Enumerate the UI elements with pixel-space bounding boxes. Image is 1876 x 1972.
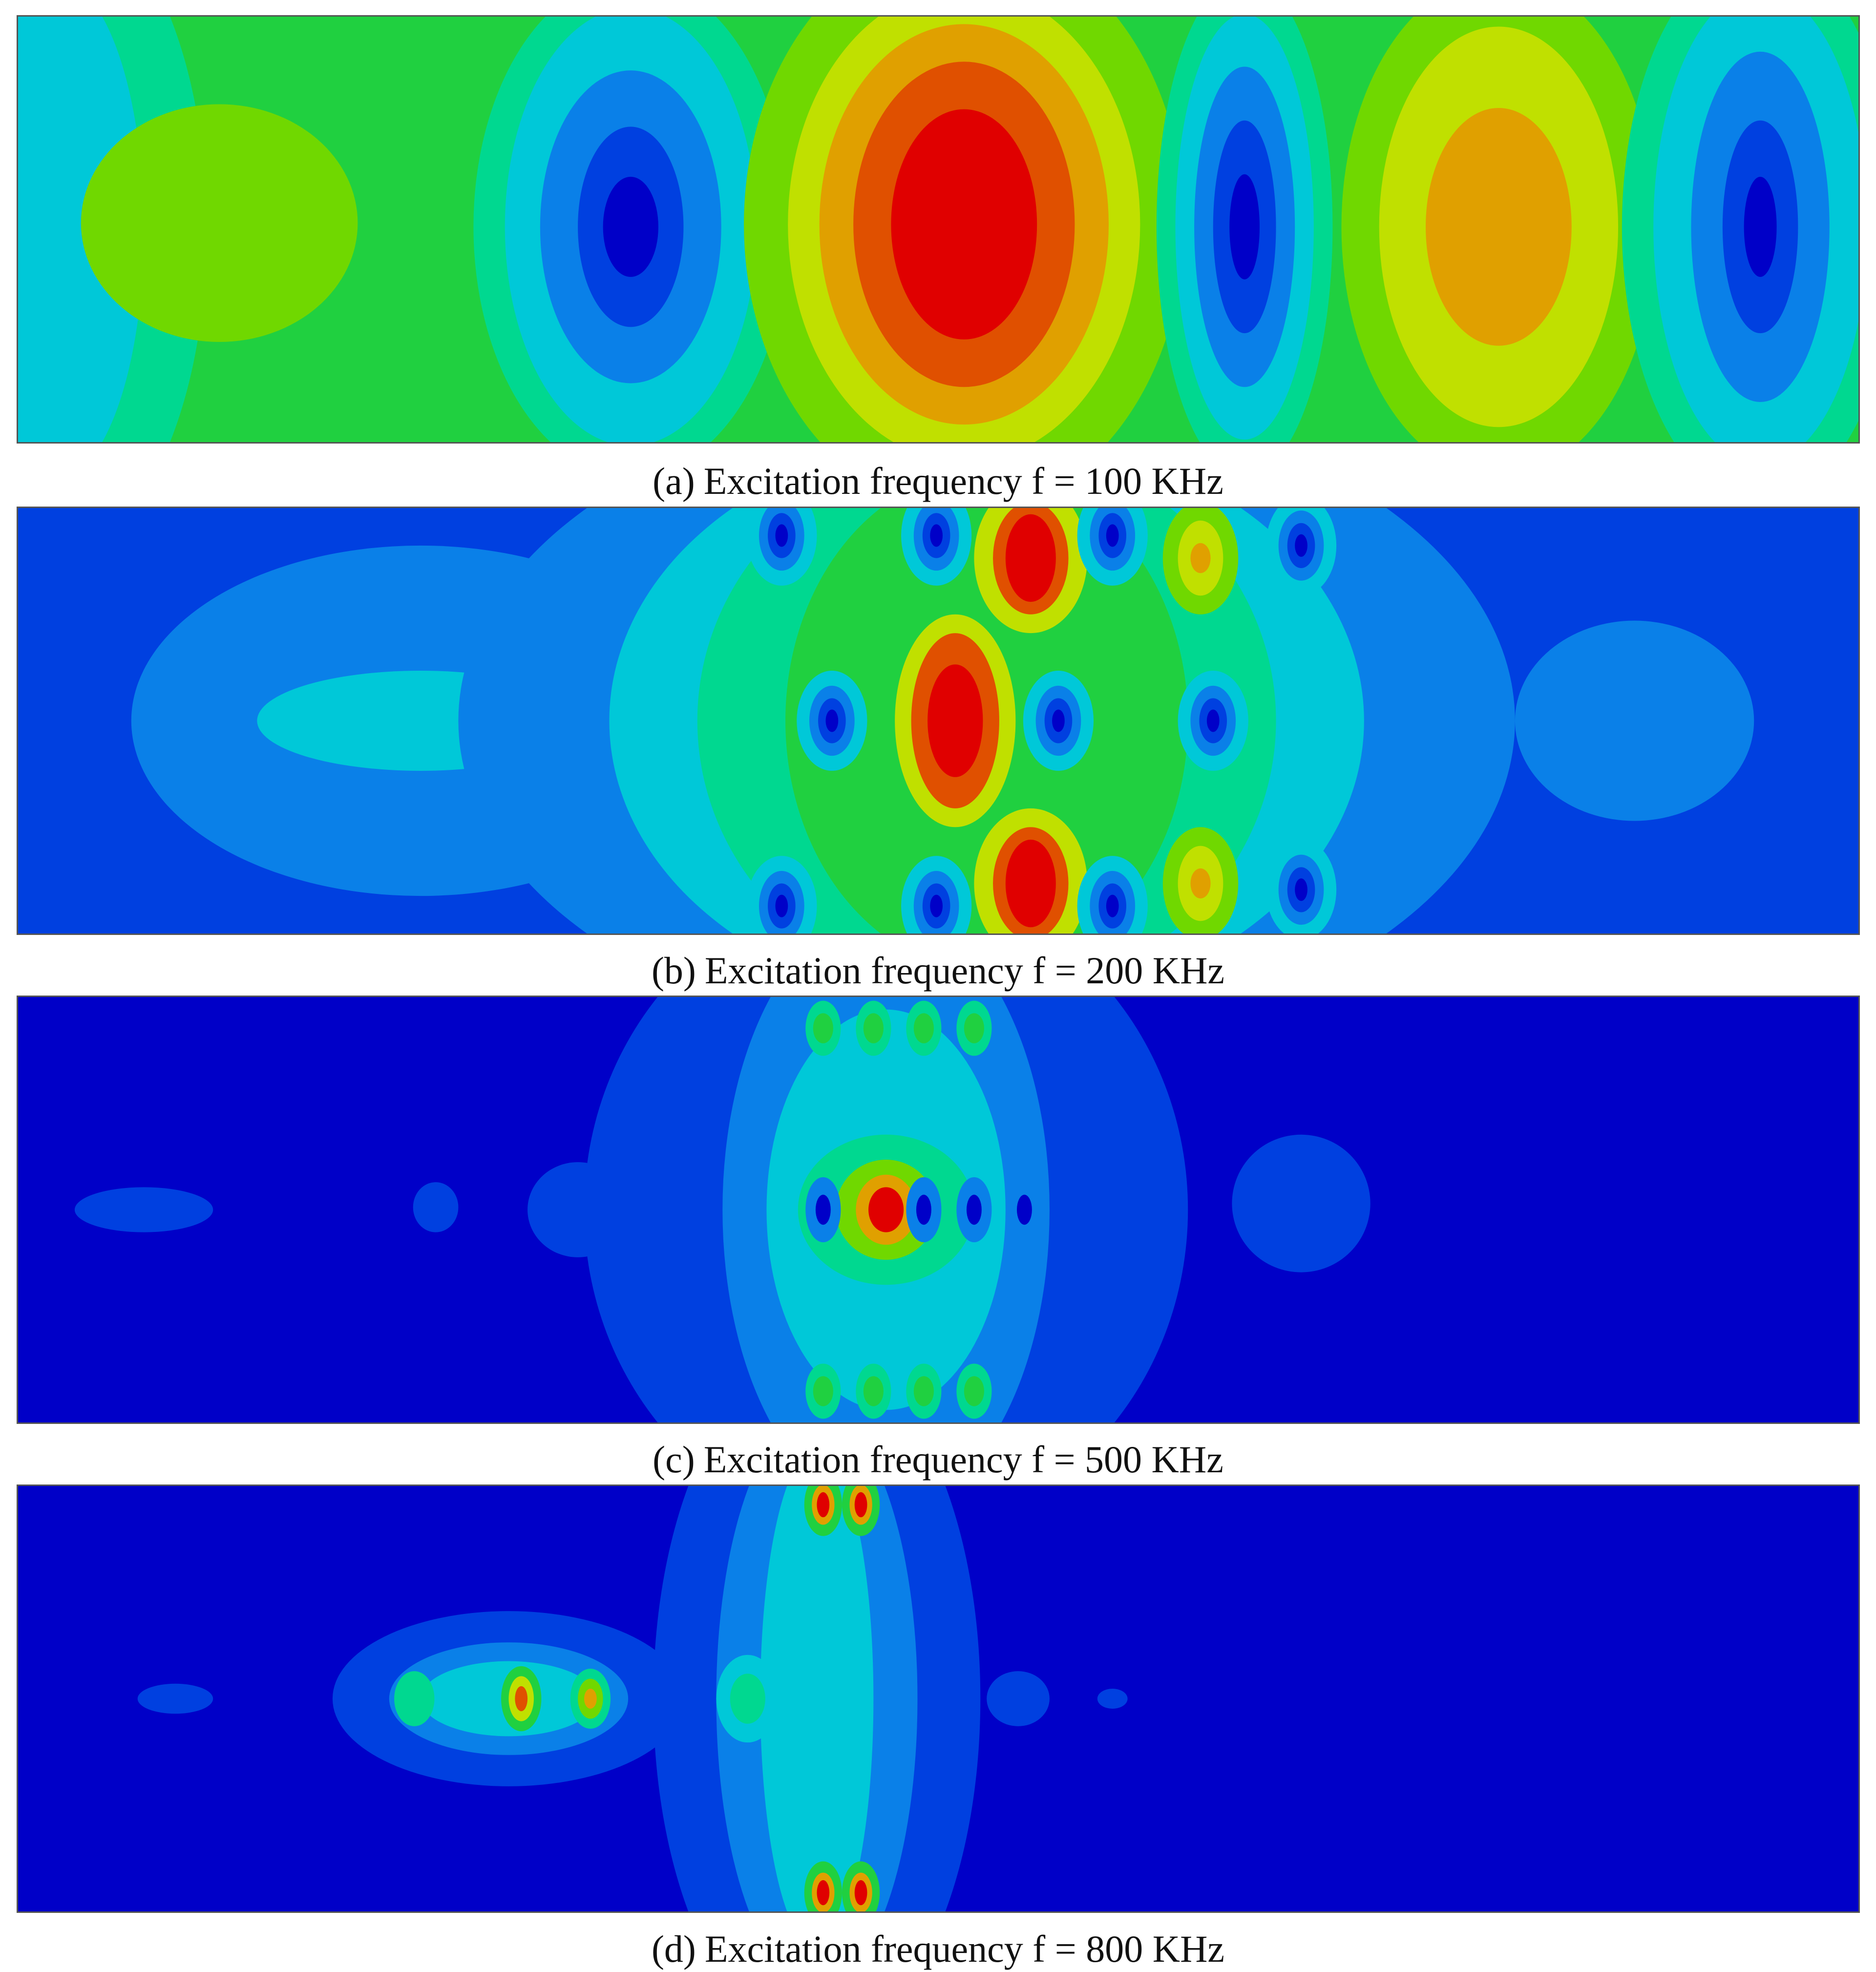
contour-panel bbox=[17, 1484, 1860, 1913]
contour-region bbox=[1106, 524, 1119, 547]
contour-region bbox=[394, 1671, 435, 1726]
contour-region bbox=[527, 1162, 629, 1257]
contour-region bbox=[1744, 176, 1777, 277]
caption-text: Excitation frequency f = 500 KHz bbox=[703, 1438, 1223, 1481]
caption: (a) Excitation frequency f = 100 KHz bbox=[0, 459, 1876, 503]
caption-text: Excitation frequency f = 800 KHz bbox=[704, 1928, 1225, 1970]
contour-panel bbox=[17, 15, 1860, 444]
contour-region bbox=[1426, 108, 1572, 346]
contour-region bbox=[775, 524, 788, 547]
contour-region bbox=[1106, 894, 1119, 917]
contour-region bbox=[81, 104, 358, 342]
caption: (d) Excitation frequency f = 800 KHz bbox=[0, 1927, 1876, 1971]
contour-region bbox=[891, 109, 1037, 339]
contour-region bbox=[1229, 174, 1260, 279]
contour-region bbox=[1190, 868, 1211, 899]
contour-region bbox=[964, 1013, 985, 1043]
contour-region bbox=[584, 1689, 597, 1709]
contour-region bbox=[1052, 709, 1065, 732]
contour-region bbox=[868, 1187, 904, 1232]
contour-region bbox=[1515, 620, 1754, 821]
contour-region bbox=[817, 1492, 830, 1518]
contour-region bbox=[1016, 1194, 1032, 1225]
contour-region bbox=[815, 1194, 831, 1225]
contour-region bbox=[825, 709, 839, 732]
contour-region bbox=[413, 1182, 459, 1232]
contour-region bbox=[1005, 514, 1056, 602]
contour-region bbox=[730, 1674, 765, 1724]
caption-text: Excitation frequency f = 100 KHz bbox=[703, 460, 1223, 502]
contour-region bbox=[137, 1683, 213, 1714]
contour-region bbox=[863, 1376, 884, 1406]
contour-region bbox=[913, 1376, 934, 1406]
contour-region bbox=[760, 1486, 874, 1911]
contour-region bbox=[964, 1376, 985, 1406]
contour-region bbox=[913, 1013, 934, 1043]
contour-region bbox=[515, 1686, 528, 1712]
contour-region bbox=[1097, 1689, 1128, 1709]
contour-region bbox=[1190, 543, 1211, 573]
caption-label: (d) bbox=[651, 1928, 696, 1970]
contour-region bbox=[18, 17, 144, 442]
contour-region bbox=[817, 1880, 830, 1906]
contour-region bbox=[1295, 878, 1307, 901]
contour-region bbox=[966, 1194, 982, 1225]
caption: (b) Excitation frequency f = 200 KHz bbox=[0, 949, 1876, 993]
contour-region bbox=[930, 524, 943, 547]
caption: (c) Excitation frequency f = 500 KHz bbox=[0, 1438, 1876, 1482]
contour-region bbox=[1232, 1134, 1370, 1272]
contour-region bbox=[854, 1880, 867, 1906]
contour-region bbox=[603, 176, 658, 277]
contour-region bbox=[930, 894, 943, 917]
contour-region bbox=[916, 1194, 931, 1225]
contour-panel bbox=[17, 996, 1860, 1424]
contour-region bbox=[987, 1671, 1050, 1726]
contour-region bbox=[1206, 709, 1220, 732]
caption-label: (c) bbox=[653, 1438, 695, 1481]
caption-label: (b) bbox=[651, 949, 696, 992]
contour-region bbox=[813, 1013, 833, 1043]
contour-region bbox=[863, 1013, 884, 1043]
contour-region bbox=[775, 894, 788, 917]
contour-region bbox=[813, 1376, 833, 1406]
contour-region bbox=[927, 664, 983, 777]
contour-panel bbox=[17, 507, 1860, 935]
contour-region bbox=[854, 1492, 867, 1518]
contour-region bbox=[74, 1187, 213, 1232]
contour-region bbox=[1005, 839, 1056, 928]
contour-region bbox=[1295, 534, 1307, 557]
caption-label: (a) bbox=[653, 460, 695, 502]
caption-text: Excitation frequency f = 200 KHz bbox=[704, 949, 1225, 992]
